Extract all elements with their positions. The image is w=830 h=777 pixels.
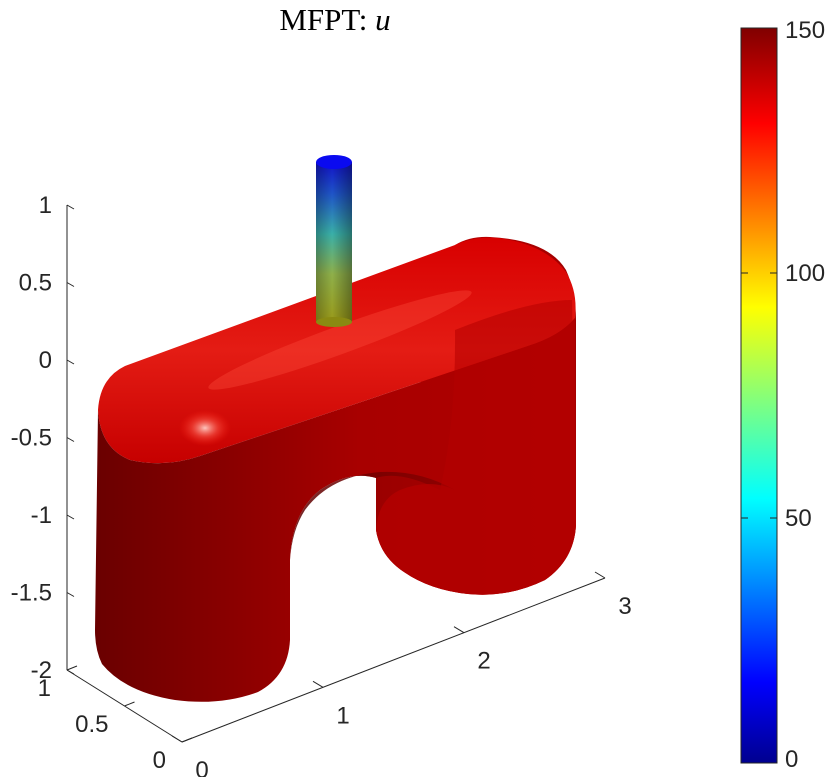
chart-title: MFPT: u: [279, 2, 390, 37]
z-tick-label: 0: [39, 347, 52, 374]
y-tick-mark: [124, 701, 135, 707]
x-tick-label: 0: [195, 757, 208, 777]
x-tick-mark: [453, 626, 465, 634]
z-tick-label: -2: [31, 657, 52, 684]
y-tick-label: 0: [153, 747, 166, 774]
surface-right-leg: [376, 300, 576, 595]
y-tick-label: 1: [38, 675, 51, 702]
z-axis-ticks: 1 0.5 0 -0.5 -1 -1.5 -2: [11, 192, 75, 684]
z-tick-label: -1: [31, 502, 52, 529]
surface-highlight: [179, 410, 231, 446]
x-tick-mark: [594, 571, 606, 579]
chart-title-variable: u: [375, 2, 391, 37]
y-tick-mark: [66, 665, 78, 671]
z-tick-mark: [66, 592, 75, 597]
colorbar-tick-label: 50: [785, 505, 812, 532]
z-tick-label: 1: [39, 192, 52, 219]
chart-title-text: MFPT:: [279, 2, 375, 37]
cylinder-top: [316, 155, 352, 169]
cylinder-body-shade: [316, 162, 352, 322]
z-tick-mark: [66, 282, 75, 287]
y-tick-mark: [181, 737, 193, 743]
target-cylinder: [316, 155, 352, 327]
surface-body: [95, 236, 576, 702]
z-tick-label: 0.5: [19, 270, 52, 297]
colorbar-tick-label: 0: [785, 746, 798, 773]
colorbar-tick-label: 150: [785, 17, 825, 44]
cylinder-bottom: [316, 317, 352, 327]
z-tick-label: -0.5: [11, 425, 52, 452]
colorbar-gradient: [740, 27, 778, 764]
y-tick-label: 0.5: [75, 711, 108, 738]
x-tick-mark: [312, 680, 324, 688]
z-tick-mark: [66, 204, 75, 210]
z-tick-mark: [66, 669, 75, 675]
x-tick-label: 1: [336, 702, 349, 729]
x-axis-line: [181, 577, 606, 743]
x-axis-ticks: 0 1 2 3: [171, 571, 632, 777]
surface-highlight-ridge: [208, 290, 472, 390]
x-tick-label: 3: [618, 593, 631, 620]
z-tick-label: -1.5: [11, 580, 52, 607]
z-tick-mark: [66, 437, 75, 442]
colorbar-ticks: 150 100 50 0: [741, 17, 825, 773]
colorbar: 150 100 50 0: [740, 17, 825, 773]
surface-top: [98, 237, 576, 464]
x-tick-mark: [171, 735, 183, 743]
z-tick-mark: [66, 359, 75, 365]
x-tick-label: 2: [477, 648, 490, 675]
z-tick-mark: [66, 514, 75, 520]
colorbar-tick-label: 100: [785, 260, 825, 287]
y-axis-ticks: 10.50: [38, 665, 193, 774]
